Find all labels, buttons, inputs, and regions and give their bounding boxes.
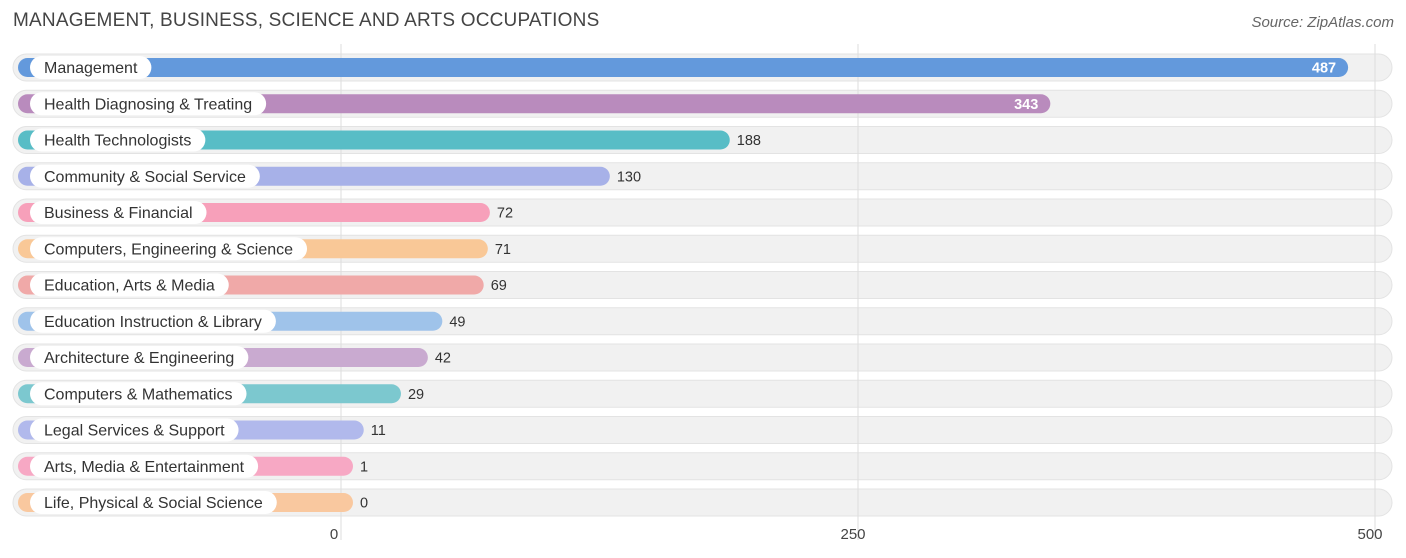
value-label: 29	[408, 387, 424, 403]
value-label: 11	[371, 423, 386, 439]
value-label: 72	[497, 206, 513, 222]
category-label-pill	[30, 309, 276, 333]
category-label: Health Technologists	[44, 133, 191, 150]
chart-title: MANAGEMENT, BUSINESS, SCIENCE AND ARTS O…	[13, 10, 600, 31]
category-label: Business & Financial	[44, 205, 193, 222]
value-label: 188	[737, 133, 761, 149]
category-label-pill	[30, 56, 152, 79]
bar-track	[12, 452, 1393, 481]
category-label-pill	[30, 201, 207, 224]
bar	[18, 94, 1051, 114]
category-label: Education, Arts & Media	[44, 278, 215, 295]
source-label: Source: ZipAtlas.com	[1251, 14, 1394, 31]
category-label: Community & Social Service	[44, 169, 246, 186]
category-label-pill	[30, 418, 239, 442]
category-label: Arts, Media & Entertainment	[44, 459, 245, 476]
category-label-pill	[30, 164, 260, 188]
category-label: Education Instruction & Library	[44, 314, 262, 331]
value-label: 49	[449, 314, 465, 330]
tick-label: 500	[1357, 526, 1382, 543]
category-label: Life, Physical & Social Science	[44, 495, 263, 512]
value-label: 71	[495, 242, 511, 258]
category-label-pill	[30, 237, 308, 261]
bars: Management 487 Health Diagnosing & Treatin…	[18, 56, 1349, 514]
category-label: Architecture & Engineering	[44, 350, 234, 367]
category-label: Management	[44, 60, 138, 77]
value-label: 343	[1014, 97, 1038, 113]
category-label-pill	[30, 92, 267, 116]
tick-label: 250	[840, 526, 865, 543]
category-label-pill	[30, 273, 229, 297]
category-label: Health Diagnosing & Treating	[44, 96, 252, 113]
value-label: 69	[491, 278, 507, 294]
value-label: 1	[360, 459, 368, 475]
category-label-pill	[30, 382, 247, 406]
value-label: 42	[435, 351, 451, 367]
category-label: Computers & Mathematics	[44, 386, 233, 403]
bar	[18, 58, 1349, 77]
category-label-pill	[30, 128, 206, 152]
tick-label: 0	[330, 526, 338, 543]
value-label: 0	[360, 496, 368, 512]
category-label: Legal Services & Support	[44, 423, 225, 440]
value-label: 130	[617, 169, 641, 185]
value-label: 487	[1312, 61, 1336, 77]
category-label-pill	[30, 491, 277, 514]
category-label-pill	[30, 346, 249, 369]
bar-track	[12, 488, 1393, 517]
category-label-pill	[30, 454, 259, 478]
category-label: Computers, Engineering & Science	[44, 241, 293, 258]
